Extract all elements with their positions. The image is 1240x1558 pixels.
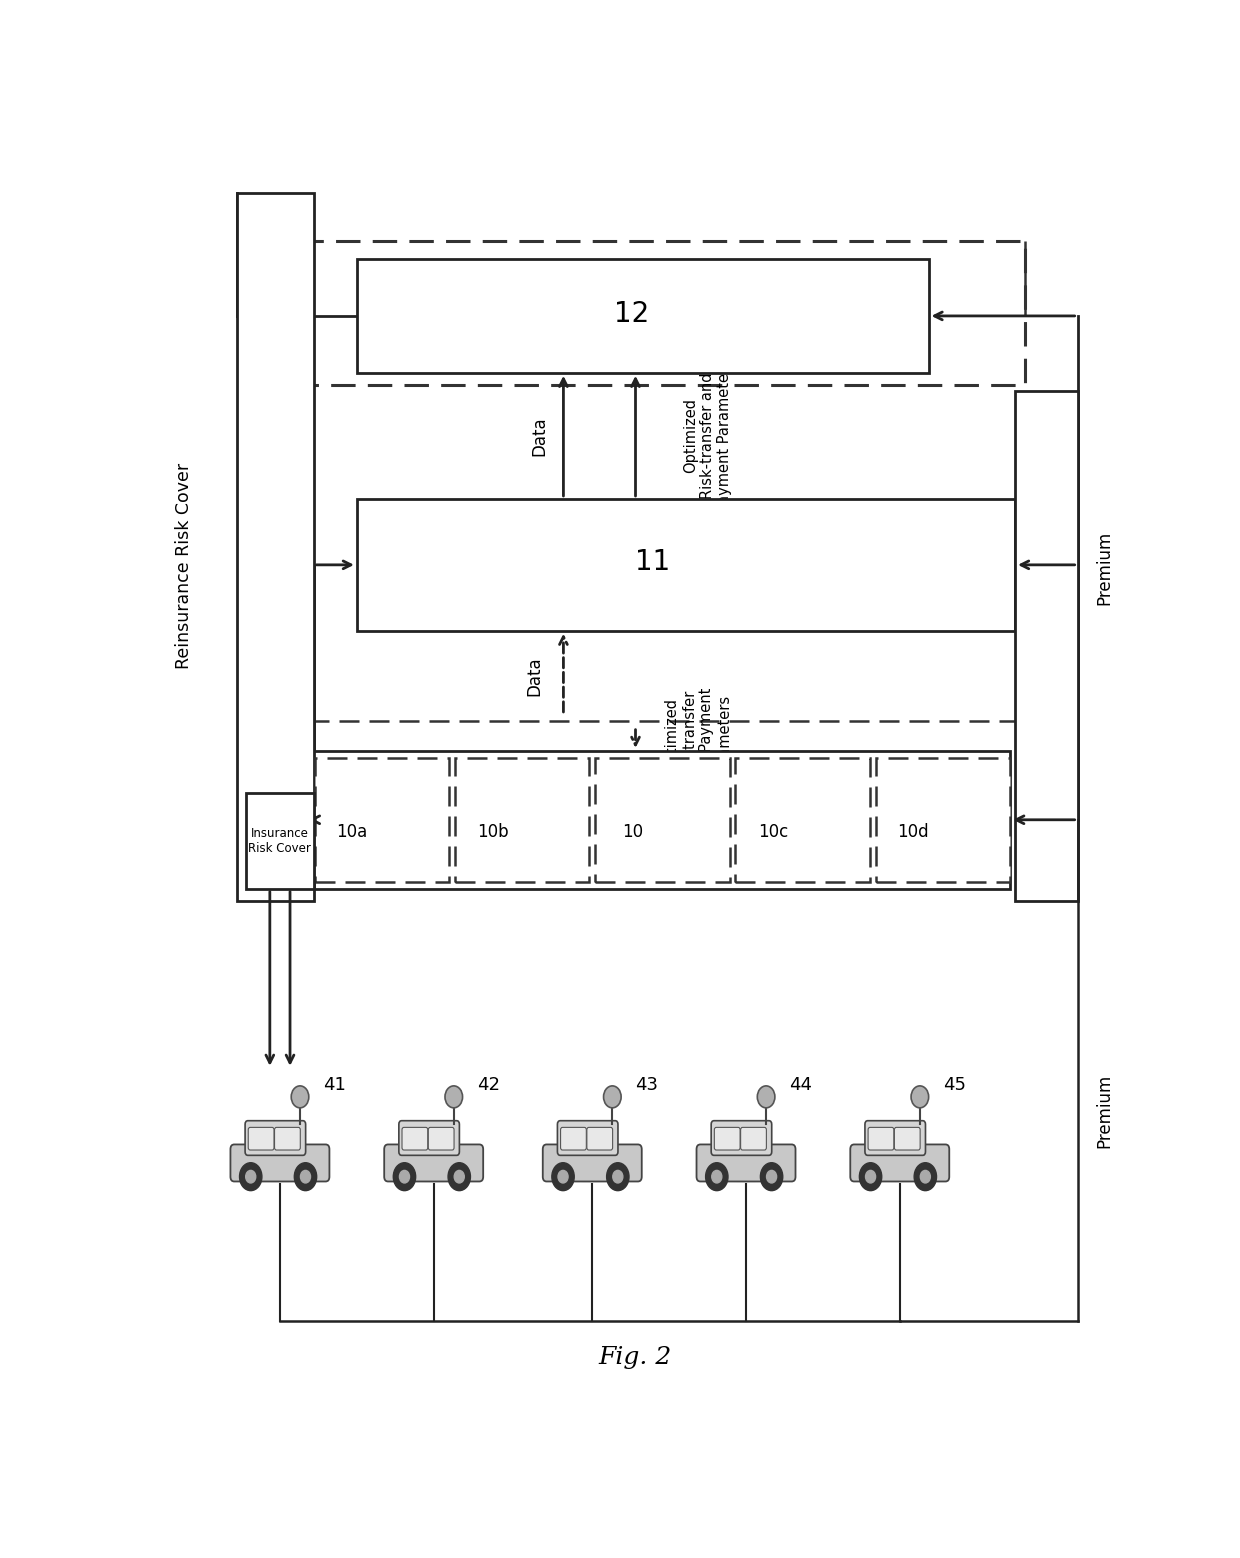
Circle shape: [294, 1162, 316, 1190]
Text: Data: Data: [526, 656, 543, 695]
Circle shape: [911, 1086, 929, 1108]
Bar: [294, 241, 1024, 385]
FancyBboxPatch shape: [248, 1128, 274, 1150]
Circle shape: [399, 1170, 409, 1183]
FancyBboxPatch shape: [560, 1128, 587, 1150]
FancyBboxPatch shape: [697, 1145, 796, 1181]
FancyBboxPatch shape: [428, 1128, 454, 1150]
Text: Telematics and Telematics services: Telematics and Telematics services: [269, 430, 281, 664]
FancyBboxPatch shape: [558, 1120, 618, 1156]
Bar: [357, 499, 1016, 631]
Text: Premium: Premium: [1095, 1073, 1114, 1148]
Text: 10d: 10d: [898, 823, 929, 841]
Bar: [315, 759, 449, 882]
Text: Data: Data: [531, 416, 548, 455]
Circle shape: [914, 1162, 936, 1190]
Circle shape: [445, 1086, 463, 1108]
Bar: [309, 751, 1011, 888]
Ellipse shape: [707, 1176, 785, 1183]
FancyBboxPatch shape: [399, 1120, 459, 1156]
FancyBboxPatch shape: [543, 1145, 642, 1181]
Bar: [357, 259, 929, 372]
Circle shape: [552, 1162, 574, 1190]
Text: 45: 45: [944, 1075, 966, 1094]
Circle shape: [300, 1170, 310, 1183]
Circle shape: [766, 1170, 776, 1183]
Text: 10b: 10b: [476, 823, 508, 841]
Bar: [595, 759, 729, 882]
Ellipse shape: [553, 1176, 631, 1183]
FancyBboxPatch shape: [402, 1128, 428, 1150]
Circle shape: [448, 1162, 470, 1190]
FancyBboxPatch shape: [851, 1145, 950, 1181]
Text: 10: 10: [622, 823, 644, 841]
Circle shape: [454, 1170, 464, 1183]
FancyBboxPatch shape: [274, 1128, 300, 1150]
Bar: [735, 759, 870, 882]
Ellipse shape: [241, 1176, 319, 1183]
FancyBboxPatch shape: [384, 1145, 484, 1181]
Text: 41: 41: [324, 1075, 346, 1094]
Text: 43: 43: [636, 1075, 658, 1094]
Text: 44: 44: [790, 1075, 812, 1094]
FancyBboxPatch shape: [740, 1128, 766, 1150]
Circle shape: [712, 1170, 722, 1183]
Circle shape: [606, 1162, 629, 1190]
FancyBboxPatch shape: [714, 1128, 740, 1150]
Circle shape: [613, 1170, 622, 1183]
Text: 12: 12: [614, 299, 649, 327]
Text: Optimized
Risk-transfer and
Payment Parameters: Optimized Risk-transfer and Payment Para…: [683, 360, 733, 513]
FancyBboxPatch shape: [868, 1128, 894, 1150]
Text: Premium: Premium: [1095, 531, 1114, 605]
Circle shape: [859, 1162, 882, 1190]
FancyBboxPatch shape: [866, 1120, 925, 1156]
Ellipse shape: [394, 1176, 472, 1183]
Circle shape: [920, 1170, 930, 1183]
Bar: [1016, 391, 1078, 901]
Circle shape: [246, 1170, 255, 1183]
Ellipse shape: [861, 1176, 939, 1183]
Circle shape: [758, 1086, 775, 1108]
FancyBboxPatch shape: [246, 1120, 305, 1156]
FancyBboxPatch shape: [712, 1120, 771, 1156]
FancyBboxPatch shape: [587, 1128, 613, 1150]
Text: Telematics Data: Telematics Data: [1039, 581, 1054, 710]
Text: Fig. 2: Fig. 2: [599, 1346, 672, 1368]
Bar: [237, 193, 314, 901]
Bar: [455, 759, 589, 882]
Text: 10c: 10c: [758, 823, 789, 841]
FancyBboxPatch shape: [894, 1128, 920, 1150]
Circle shape: [604, 1086, 621, 1108]
Bar: [875, 759, 1011, 882]
Circle shape: [393, 1162, 415, 1190]
Circle shape: [866, 1170, 875, 1183]
Text: 42: 42: [477, 1075, 500, 1094]
Text: 10a: 10a: [336, 823, 368, 841]
Bar: [247, 793, 314, 888]
Text: Insurance
Risk Cover: Insurance Risk Cover: [248, 827, 311, 855]
Text: Reinsurance Risk Cover: Reinsurance Risk Cover: [175, 463, 193, 670]
Circle shape: [706, 1162, 728, 1190]
Circle shape: [760, 1162, 782, 1190]
Circle shape: [291, 1086, 309, 1108]
Circle shape: [239, 1162, 262, 1190]
Text: 11: 11: [635, 548, 671, 576]
Circle shape: [558, 1170, 568, 1183]
FancyBboxPatch shape: [231, 1145, 330, 1181]
Text: Optimized
Risk-transfer
and Payment
Parameters: Optimized Risk-transfer and Payment Para…: [665, 687, 732, 784]
